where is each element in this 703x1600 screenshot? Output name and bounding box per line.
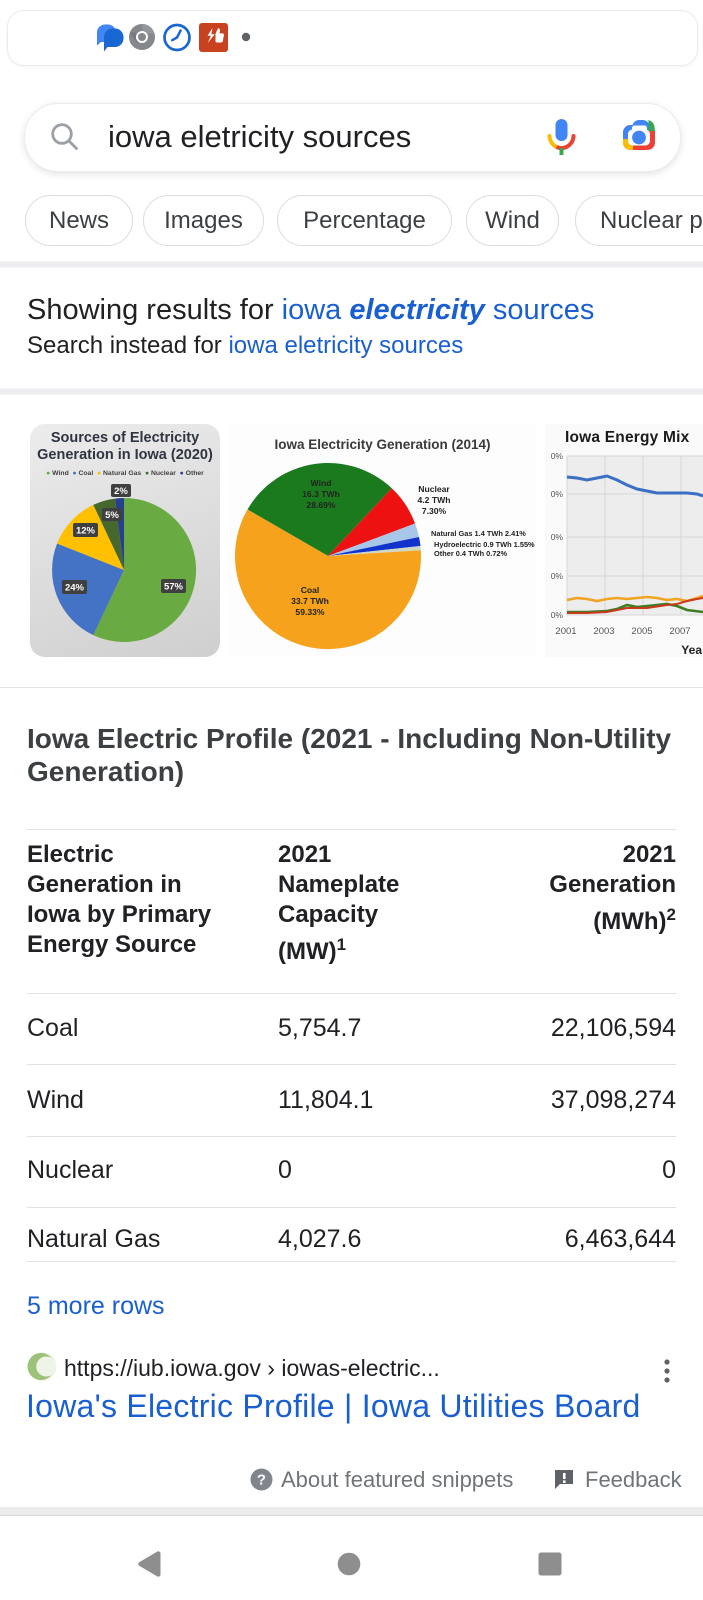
svg-text:Other 0.4 TWh 0.72%: Other 0.4 TWh 0.72% [434, 549, 508, 558]
svg-text:2007: 2007 [669, 626, 690, 637]
svg-text:0%: 0% [551, 571, 564, 581]
svg-text:0%: 0% [551, 451, 564, 461]
svg-text:Nuclear: Nuclear [418, 484, 450, 494]
svg-text:24%: 24% [65, 583, 85, 594]
svg-text:0%: 0% [551, 489, 564, 499]
svg-text:Hydroelectric 0.9 TWh 1.55%: Hydroelectric 0.9 TWh 1.55% [434, 540, 535, 549]
svg-text:33.7 TWh: 33.7 TWh [291, 596, 329, 606]
svg-text:4.2 TWh: 4.2 TWh [418, 495, 451, 505]
svg-text:7.30%: 7.30% [422, 506, 447, 516]
svg-text:Wind: Wind [311, 478, 332, 488]
svg-text:Coal: Coal [301, 585, 320, 595]
svg-text:28.69%: 28.69% [306, 500, 336, 510]
svg-text:2%: 2% [114, 486, 128, 497]
svg-text:5%: 5% [105, 510, 119, 521]
svg-text:16.3 TWh: 16.3 TWh [302, 489, 340, 499]
svg-text:59.33%: 59.33% [295, 607, 325, 617]
svg-text:2003: 2003 [593, 626, 614, 637]
svg-text:12%: 12% [76, 526, 96, 537]
svg-text:2001: 2001 [555, 626, 576, 637]
svg-text:2005: 2005 [631, 626, 652, 637]
svg-text:Natural Gas 1.4 TWh 2.41%: Natural Gas 1.4 TWh 2.41% [431, 529, 526, 538]
svg-text:57%: 57% [164, 582, 184, 593]
svg-text:Yea: Yea [681, 643, 702, 657]
svg-text:0%: 0% [551, 532, 564, 542]
svg-text:0%: 0% [551, 610, 564, 620]
svg-text:?: ? [257, 1472, 266, 1489]
